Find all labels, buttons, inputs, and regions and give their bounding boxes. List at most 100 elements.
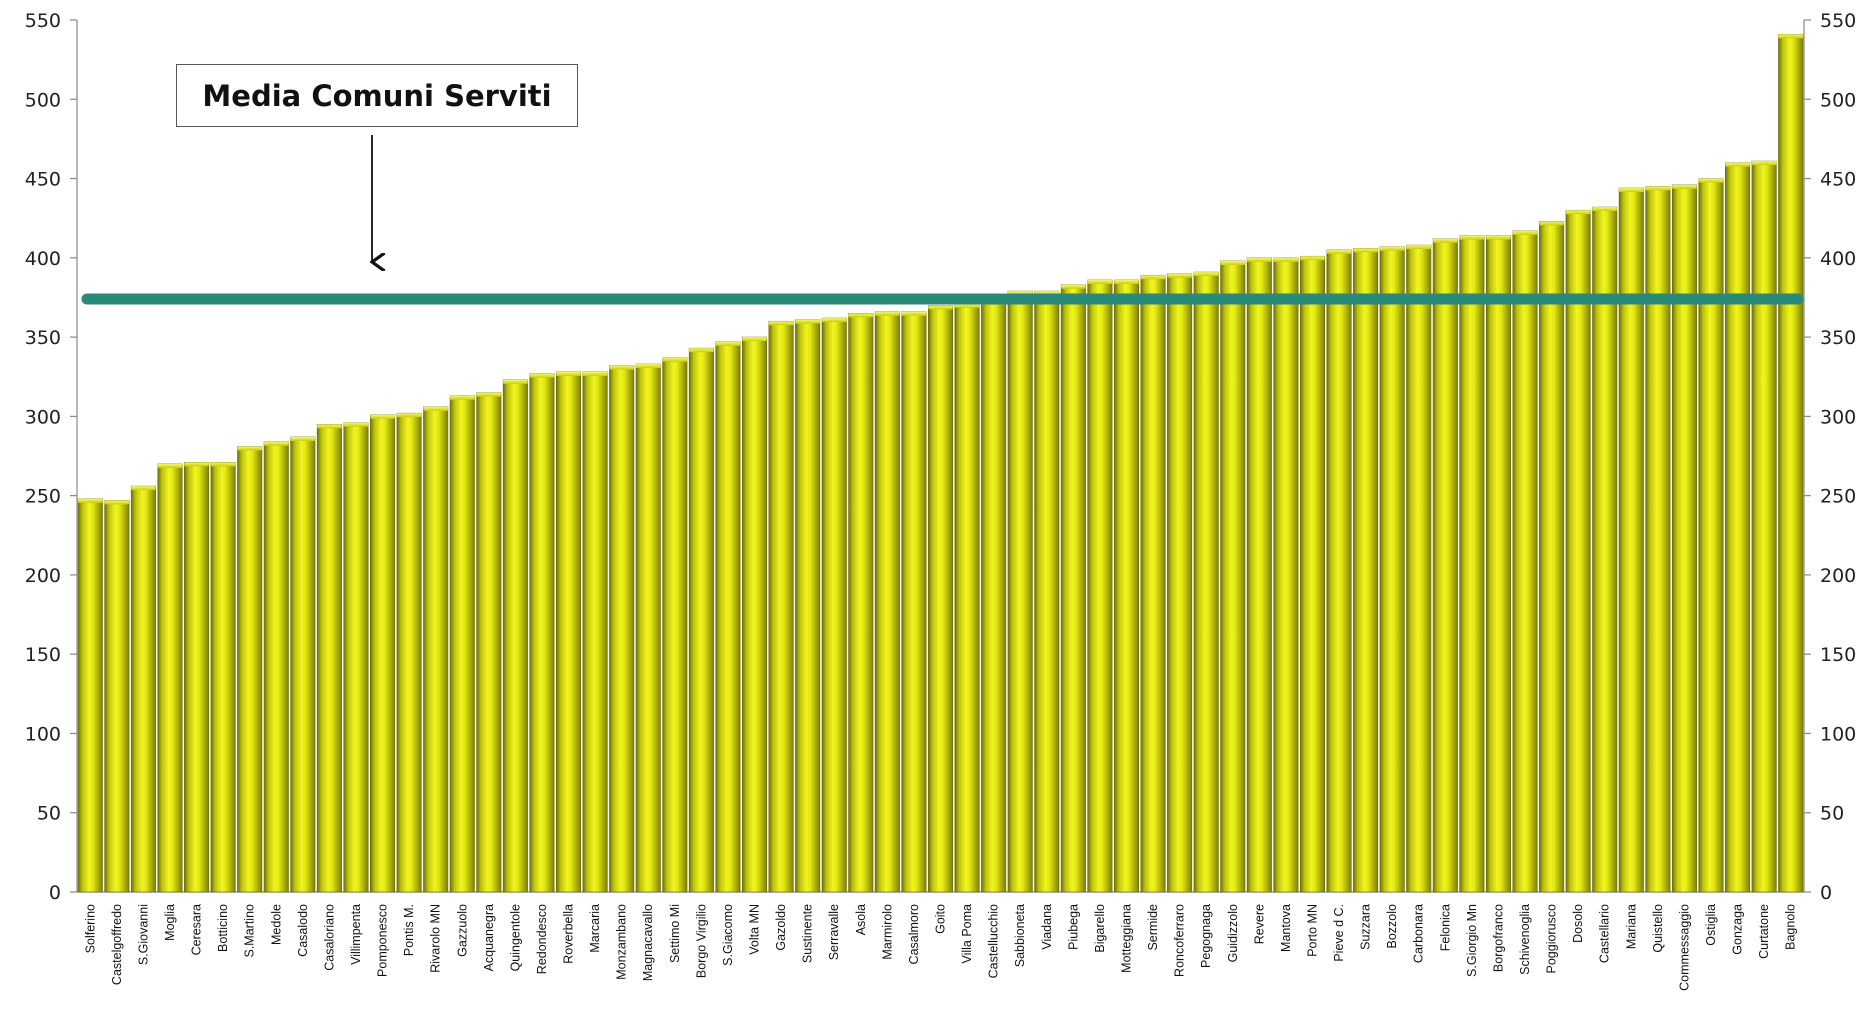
bar-body [1167, 273, 1193, 893]
bar-body [423, 406, 449, 893]
bar [396, 412, 422, 893]
bar-top [582, 371, 608, 376]
bar [795, 319, 821, 893]
bar-top [954, 303, 980, 308]
bar [1140, 274, 1166, 893]
bar-body [1512, 230, 1538, 893]
y-tick-label-left: 250 [25, 486, 61, 508]
bar-top [1247, 257, 1272, 262]
bar-top [1459, 235, 1485, 240]
bar-body [1725, 162, 1751, 893]
bar [476, 392, 502, 893]
bar [901, 311, 927, 893]
bar-body [1140, 274, 1166, 893]
category-label: Casalmoro [907, 904, 921, 964]
category-label: Settimo Mi [668, 904, 682, 963]
category-label: Quistello [1651, 904, 1665, 953]
bar-top [1751, 161, 1777, 166]
bar-top [1406, 245, 1431, 250]
category-label: Roverbella [562, 904, 576, 964]
category-label: Castellucchio [987, 904, 1001, 978]
category-label: Marcaria [588, 904, 602, 953]
bar-body [927, 305, 954, 893]
bar-body [104, 500, 130, 893]
category-label: Magnacavallo [641, 904, 655, 981]
bar [237, 446, 263, 893]
bar-body [1671, 184, 1697, 893]
bar [1432, 238, 1458, 893]
bar [77, 498, 103, 893]
bar-top [1645, 186, 1671, 191]
bar-top [715, 341, 741, 346]
bar [1007, 290, 1033, 893]
bar [1193, 271, 1219, 893]
bar-top [742, 337, 767, 342]
bar-body [184, 462, 210, 893]
bar-top [1220, 260, 1245, 265]
bar-top [1698, 178, 1724, 183]
bar-top [370, 414, 395, 419]
bar-top [1007, 291, 1033, 296]
y-tick-label-right: 50 [1820, 803, 1844, 825]
bar-top [290, 436, 316, 441]
bar-top [1512, 230, 1538, 235]
bar-top [1273, 257, 1299, 262]
bar [130, 485, 156, 893]
category-label: Gazoldo [774, 904, 788, 951]
bar-top [556, 371, 581, 376]
bar [1326, 249, 1352, 893]
bar [1220, 260, 1246, 893]
category-label: Curtatone [1757, 904, 1771, 959]
bar [1539, 221, 1565, 893]
category-label: Solferino [83, 904, 97, 953]
category-label: Ostiglia [1704, 904, 1718, 946]
bar-body [981, 300, 1007, 893]
bar-top [157, 463, 183, 468]
category-label: Pieve d C. [1332, 904, 1346, 962]
bar-body [1698, 178, 1724, 893]
bar-body [157, 463, 183, 893]
bar-body [715, 341, 741, 893]
bar-body [1645, 186, 1671, 893]
y-tick-label-right: 200 [1820, 565, 1856, 587]
y-tick-label-right: 150 [1820, 644, 1856, 666]
axes: 0 0 50 50 100 100 150 150 200 200 250 250 300 300 350 3… [25, 10, 1857, 904]
bar [874, 311, 900, 893]
category-label: Rivarolo MN [429, 904, 443, 973]
bar-body [290, 436, 316, 893]
category-label: Villimpenta [349, 904, 363, 965]
category-label: Mariana [1624, 904, 1638, 949]
category-label: Sermide [1146, 904, 1160, 951]
category-label: Volta MN [748, 904, 762, 955]
bar-body [1113, 279, 1140, 893]
category-label: Castellario [1598, 904, 1612, 963]
bar-top [609, 365, 634, 370]
bar-body [316, 423, 342, 893]
bar [741, 336, 768, 893]
bar-top [210, 462, 236, 467]
bar-top [264, 441, 289, 446]
bar-top [317, 424, 342, 429]
bar-body [688, 347, 714, 893]
bar [821, 317, 847, 893]
category-label: Bagnolo [1784, 904, 1798, 950]
category-label: S.Martino [243, 904, 257, 958]
bar-top [848, 313, 874, 318]
category-label: Guidizzolo [1226, 904, 1240, 962]
bar [1725, 162, 1751, 893]
bar-body [1034, 290, 1060, 893]
reference-line-label: Media Comuni Serviti [176, 64, 578, 127]
bar-body [396, 412, 422, 893]
category-label: Schivenoglia [1518, 904, 1532, 975]
bar-top [503, 379, 528, 384]
bar-body [954, 303, 980, 893]
bar [343, 422, 369, 893]
category-label: Pegognaga [1199, 904, 1213, 968]
category-label: S.Giovanni [136, 904, 150, 965]
bar-body [1273, 257, 1299, 893]
bar-body [130, 485, 156, 893]
category-label: Carbonara [1412, 904, 1426, 963]
category-label: Castelgoffredo [110, 904, 124, 985]
bar-body [1379, 246, 1405, 893]
